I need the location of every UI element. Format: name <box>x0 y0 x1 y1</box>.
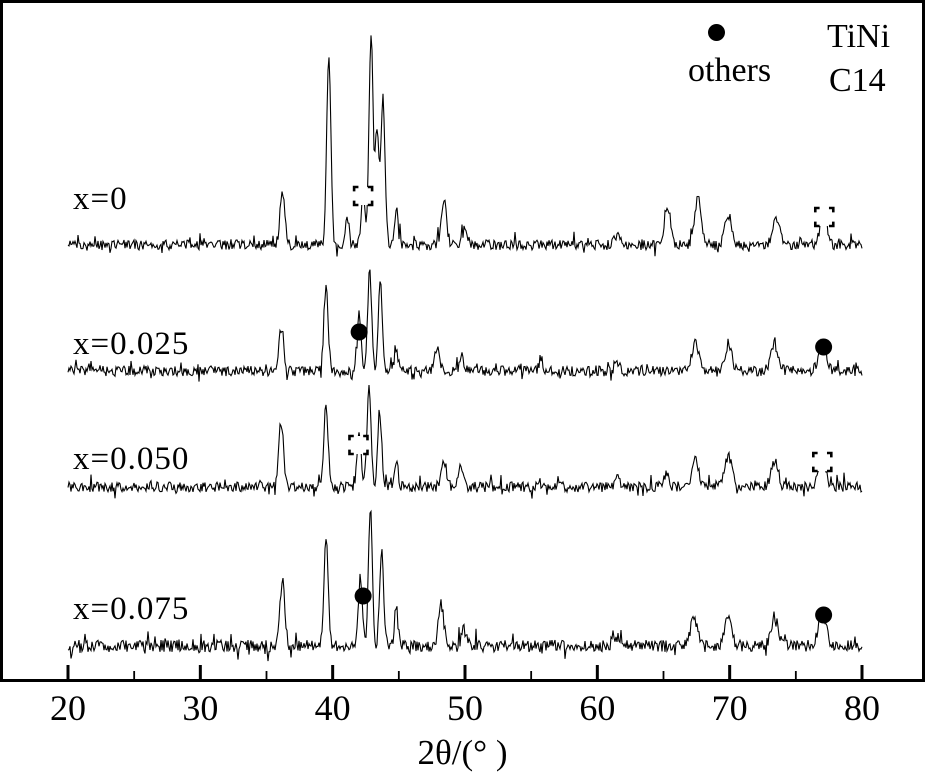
x-tick-label: 70 <box>711 688 748 728</box>
others-marker-filled-circle <box>354 587 372 605</box>
series-label-x0025: x=0.025 <box>73 326 190 362</box>
phase-marker-dashed-square <box>813 206 835 228</box>
series-label-x0075: x=0.075 <box>73 591 190 627</box>
phase-marker-dashed-square <box>811 451 833 473</box>
series-label-x0050: x=0.050 <box>73 441 190 477</box>
phase-marker-dashed-square <box>352 185 374 207</box>
x-tick-label: 50 <box>447 688 483 728</box>
x-tick-label: 20 <box>50 688 86 728</box>
x-tick-label: 30 <box>182 688 219 728</box>
others-marker-filled-circle <box>815 606 833 624</box>
x-tick-label: 60 <box>579 688 616 728</box>
xrd-trace-x0025 <box>67 269 863 382</box>
plot-frame <box>0 0 925 682</box>
xrd-trace-x0 <box>67 35 863 257</box>
xrd-trace-x0050 <box>67 384 863 499</box>
x-tick-label: 80 <box>844 688 880 728</box>
phase-marker-dashed-square <box>348 434 369 456</box>
x-axis-title: 2θ/(° ) <box>417 733 508 772</box>
others-marker-filled-circle <box>815 338 833 356</box>
xrd-trace-x0075 <box>67 509 863 662</box>
others-marker-filled-circle <box>350 323 368 341</box>
series-label-x0: x=0 <box>73 181 128 217</box>
x-tick-label: 40 <box>314 688 351 728</box>
